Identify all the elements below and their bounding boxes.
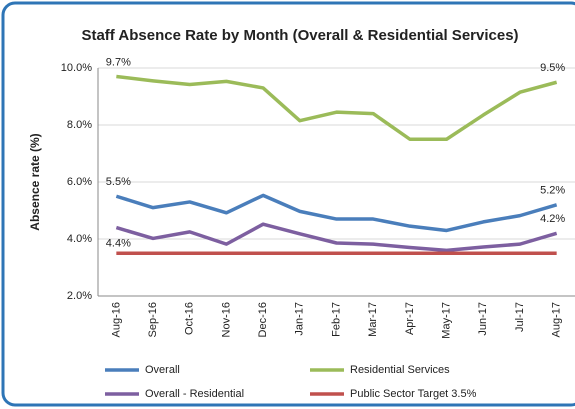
data-label: 5.5% (106, 176, 131, 188)
data-label: 5.2% (540, 185, 565, 197)
legend-label: Overall (145, 364, 180, 376)
x-tick-label: Jul-17 (514, 302, 526, 332)
y-tick-label: 8.0% (67, 119, 92, 131)
data-label: 9.5% (540, 62, 565, 74)
data-label: 4.4% (106, 238, 131, 250)
x-tick-label: Aug-16 (110, 302, 122, 337)
series-line (115, 222, 558, 253)
series-line (115, 193, 558, 233)
data-label: 9.7% (106, 56, 131, 68)
y-tick-label: 6.0% (67, 176, 92, 188)
legend-label: Overall - Residential (145, 388, 244, 400)
y-tick-label: 10.0% (61, 62, 92, 74)
x-tick-label: Jun-17 (477, 302, 489, 336)
x-tick-label: Sep-16 (147, 302, 159, 337)
y-tick-label: 4.0% (67, 233, 92, 245)
x-tick-label: Mar-17 (367, 302, 379, 337)
x-tick-label: Apr-17 (404, 302, 416, 335)
legend-label: Residential Services (350, 364, 450, 376)
y-tick-label: 2.0% (67, 290, 92, 302)
series-line (116, 74, 558, 141)
data-label: 4.2% (540, 213, 565, 225)
x-tick-label: May-17 (440, 302, 452, 339)
x-tick-label: Feb-17 (330, 302, 342, 337)
x-tick-label: Oct-16 (184, 302, 196, 335)
x-tick-label: Jan-17 (294, 302, 306, 336)
x-tick-label: Nov-16 (220, 302, 232, 337)
chart-title: Staff Absence Rate by Month (Overall & R… (81, 27, 518, 44)
x-tick-label: Aug-17 (551, 302, 563, 337)
x-tick-label: Dec-16 (257, 302, 269, 337)
legend-label: Public Sector Target 3.5% (350, 388, 477, 400)
y-axis-title: Absence rate (%) (28, 133, 42, 230)
